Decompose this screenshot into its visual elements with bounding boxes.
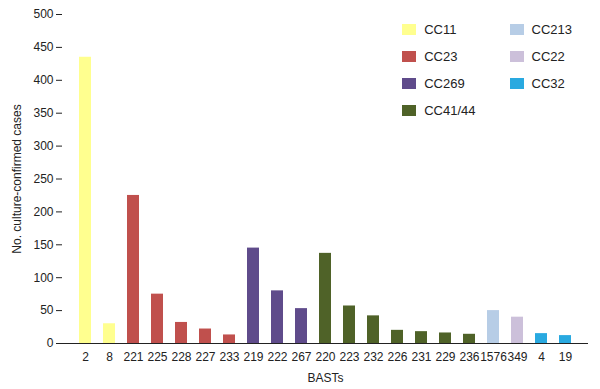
svg-text:222: 222: [267, 350, 287, 364]
svg-text:228: 228: [171, 350, 191, 364]
svg-text:350: 350: [33, 106, 53, 120]
svg-text:100: 100: [33, 271, 53, 285]
svg-text:236: 236: [459, 350, 479, 364]
html-text:CC269: CC269: [424, 76, 465, 91]
html-text:CC23: CC23: [424, 49, 458, 64]
svg-text:No. culture-confirmed cases: No. culture-confirmed cases: [10, 104, 24, 253]
svg-text:223: 223: [339, 350, 359, 364]
html-text:CC213: CC213: [531, 22, 572, 37]
html-text:CC32: CC32: [531, 76, 565, 91]
svg-text:450: 450: [33, 40, 53, 54]
svg-text:231: 231: [411, 350, 431, 364]
svg-text:250: 250: [33, 172, 53, 186]
svg-text:220: 220: [315, 350, 335, 364]
html-text:CC11: CC11: [424, 22, 457, 37]
svg-text:225: 225: [147, 350, 167, 364]
html-text:CC22: CC22: [531, 49, 565, 64]
svg-text:1576: 1576: [480, 350, 507, 364]
svg-text:400: 400: [33, 73, 53, 87]
svg-text:BASTs: BASTs: [307, 371, 343, 385]
svg-text:349: 349: [507, 350, 527, 364]
svg-text:233: 233: [219, 350, 239, 364]
svg-text:0: 0: [47, 336, 54, 350]
svg-text:50: 50: [40, 303, 54, 317]
svg-text:300: 300: [33, 139, 53, 153]
svg-text:8: 8: [106, 350, 113, 364]
svg-text:229: 229: [435, 350, 455, 364]
svg-text:2: 2: [82, 350, 89, 364]
svg-text:200: 200: [33, 205, 53, 219]
svg-text:226: 226: [387, 350, 407, 364]
svg-text:221: 221: [123, 350, 143, 364]
svg-text:19: 19: [559, 350, 573, 364]
svg-text:150: 150: [33, 238, 53, 252]
svg-text:4: 4: [538, 350, 545, 364]
svg-text:500: 500: [33, 7, 53, 21]
svg-text:267: 267: [291, 350, 311, 364]
svg-text:232: 232: [363, 350, 383, 364]
html-text:CC41/44: CC41/44: [424, 103, 476, 118]
svg-text:227: 227: [195, 350, 215, 364]
svg-text:219: 219: [243, 350, 263, 364]
